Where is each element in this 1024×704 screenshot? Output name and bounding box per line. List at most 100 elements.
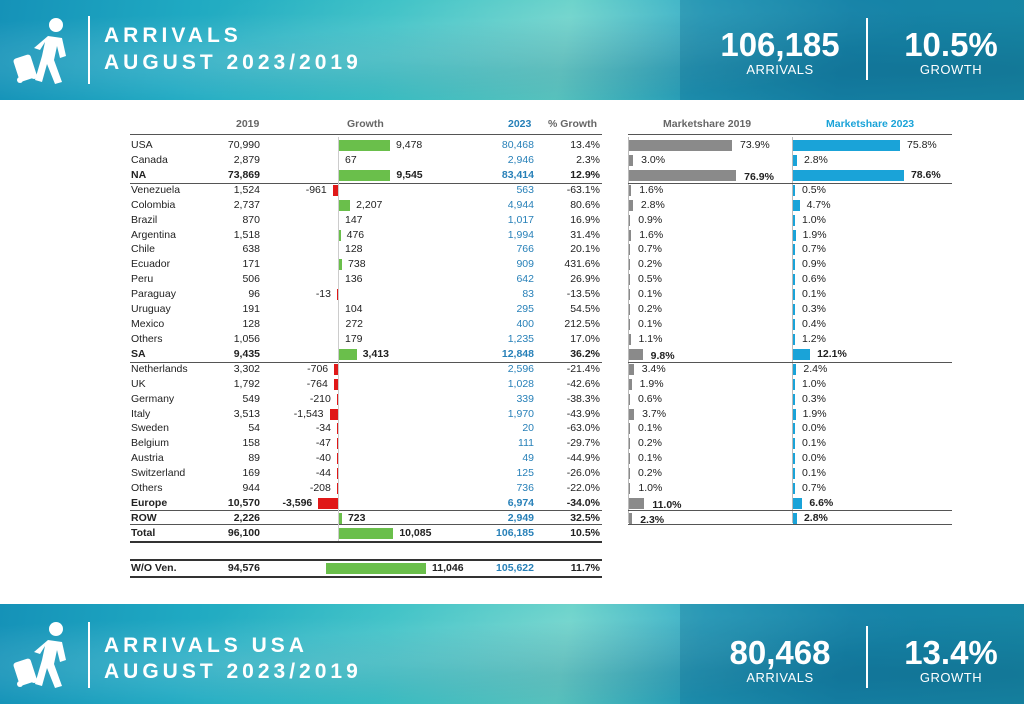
marketshare-2019-value: 0.2% xyxy=(638,258,662,271)
value-2023: 49 xyxy=(522,452,534,465)
marketshare-2023-value: 0.4% xyxy=(802,318,826,331)
value-2023: 83 xyxy=(522,288,534,301)
marketshare-2019-bar xyxy=(629,154,634,166)
country-name: Brazil xyxy=(131,213,158,226)
pct-growth: -42.6% xyxy=(566,377,600,390)
country-name: Italy xyxy=(131,407,151,420)
growth-bar-positive xyxy=(338,199,351,211)
pct-growth: -43.9% xyxy=(566,407,600,420)
marketshare-2023-bar xyxy=(793,259,795,271)
ms-sa-rule xyxy=(628,362,952,363)
value-2019: 73,869 xyxy=(227,168,260,181)
ms2023-axis xyxy=(792,137,793,523)
pct-growth: -34.0% xyxy=(566,497,600,510)
value-2019: 10,570 xyxy=(227,497,260,510)
pct-growth: -63.1% xyxy=(566,183,600,196)
value-2023: 105,622 xyxy=(496,562,534,574)
marketshare-2019-value: 0.7% xyxy=(638,243,662,256)
growth-bar-negative xyxy=(337,438,338,450)
marketshare-2019-value: 0.9% xyxy=(638,213,663,226)
country-name: SA xyxy=(131,347,146,360)
na-rule xyxy=(130,183,602,184)
marketshare-2019-bar xyxy=(629,438,630,450)
growth-bar-positive xyxy=(338,229,341,241)
marketshare-2019-value: 1.6% xyxy=(639,228,664,241)
marketshare-2023-value: 0.3% xyxy=(802,392,826,405)
value-2023: 339 xyxy=(516,392,534,405)
marketshare-2023-value: 0.6% xyxy=(802,273,826,286)
country-name: W/O Ven. xyxy=(131,562,177,574)
growth-label: GROWTH xyxy=(919,670,983,685)
growth-value: 476 xyxy=(346,228,365,241)
growth-bar-positive xyxy=(338,169,391,181)
marketshare-2023-bar xyxy=(793,140,900,151)
marketshare-2019-bar xyxy=(629,304,630,316)
marketshare-2023-bar xyxy=(793,304,795,316)
country-name: Germany xyxy=(131,392,175,405)
country-name: Argentina xyxy=(131,228,176,241)
marketshare-2019-bar xyxy=(629,378,632,390)
marketshare-2019-bar xyxy=(629,408,635,420)
marketshare-2019-bar xyxy=(629,363,634,375)
ms2019-axis xyxy=(628,137,629,523)
row-rule xyxy=(130,524,602,525)
value-2023: 563 xyxy=(516,183,534,196)
country-name: Uruguay xyxy=(131,303,171,316)
growth-value: -706 xyxy=(307,362,329,375)
pct-growth: -26.0% xyxy=(566,467,600,480)
value-2023: 1,994 xyxy=(507,228,534,241)
marketshare-2023-bar xyxy=(793,319,795,331)
marketshare-2023-bar xyxy=(793,229,796,241)
value-2023: 909 xyxy=(516,258,534,271)
traveler-with-suitcase-icon xyxy=(13,622,66,688)
value-2019: 2,737 xyxy=(233,198,260,211)
value-2023: 125 xyxy=(516,467,534,480)
growth-value: -3,596 xyxy=(282,497,313,510)
marketshare-2023-value: 78.6% xyxy=(910,168,941,181)
value-2019: 158 xyxy=(242,437,260,450)
value-2019: 54 xyxy=(248,422,260,435)
marketshare-2023-value: 1.2% xyxy=(802,332,826,345)
value-2023: 766 xyxy=(516,243,534,256)
pct-growth: 26.9% xyxy=(570,273,600,286)
growth-value: 723 xyxy=(347,512,366,524)
marketshare-2019-bar xyxy=(629,393,630,405)
marketshare-2023-value: 0.0% xyxy=(802,452,826,465)
ocean-background xyxy=(0,604,1024,704)
growth-value: 11,046 xyxy=(432,562,464,574)
value-2023: 106,185 xyxy=(496,527,534,539)
country-name: Peru xyxy=(131,273,154,286)
growth-bar-negative xyxy=(337,289,338,301)
country-name: Others xyxy=(131,332,163,345)
pct-growth: -21.4% xyxy=(566,362,600,375)
growth-bar-negative xyxy=(333,378,338,390)
pct-growth: 31.4% xyxy=(570,228,600,241)
marketshare-2023-value: 4.7% xyxy=(806,198,831,211)
pct-growth: -44.9% xyxy=(566,452,600,465)
marketshare-2023-bar xyxy=(793,274,795,286)
marketshare-2023-value: 0.9% xyxy=(802,258,826,271)
growth-axis xyxy=(338,137,339,541)
pct-growth: 16.9% xyxy=(570,213,600,226)
country-name: USA xyxy=(131,139,153,151)
header-rule xyxy=(130,134,602,135)
growth-bar-negative xyxy=(337,453,338,465)
header-pct-growth: % Growth xyxy=(548,118,597,130)
pct-growth: 54.5% xyxy=(570,303,600,316)
marketshare-2019-bar xyxy=(629,184,632,196)
pct-growth: 13.4% xyxy=(570,139,600,151)
country-name: UK xyxy=(131,377,146,390)
marketshare-2019-bar xyxy=(629,274,630,286)
country-name: Netherlands xyxy=(131,362,188,375)
growth-value: -47 xyxy=(315,437,331,450)
value-2019: 870 xyxy=(242,213,260,226)
arrivals-label: ARRIVALS xyxy=(746,62,814,77)
growth-value: 9,545 xyxy=(396,168,423,181)
value-2023: 1,028 xyxy=(507,377,534,390)
value-2019: 128 xyxy=(242,318,260,331)
growth-bar-positive xyxy=(338,259,343,271)
marketshare-2019-value: 1.9% xyxy=(639,377,664,390)
banner-title: ARRIVALS USA xyxy=(104,634,308,657)
marketshare-2023-bar xyxy=(793,363,797,375)
growth-bar-negative xyxy=(329,408,338,420)
